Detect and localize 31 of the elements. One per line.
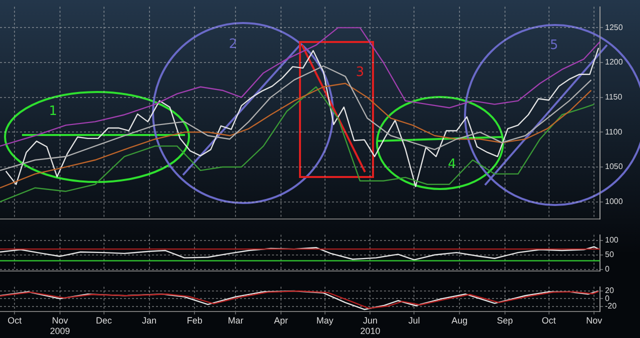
x-tick-label: Nov 2009 bbox=[50, 315, 70, 336]
annotation: 5 bbox=[550, 38, 558, 53]
x-tick-label: Nov bbox=[586, 315, 603, 326]
x-tick-label: Mar bbox=[228, 315, 244, 326]
x-tick-label: Apr bbox=[274, 315, 288, 326]
annotation: 2 bbox=[228, 37, 238, 52]
x-tick-label: Aug bbox=[452, 315, 468, 326]
x-tick-label: Jul bbox=[408, 315, 420, 326]
x-tick-label: Feb bbox=[186, 315, 202, 326]
y-tick-label: 1250 bbox=[605, 22, 624, 32]
x-tick-label: Jun 2010 bbox=[360, 315, 380, 336]
y-tick-label: 1200 bbox=[605, 58, 624, 67]
y-tick-label: -20 bbox=[605, 302, 618, 311]
x-tick-label: May bbox=[316, 315, 334, 326]
y-tick-label: 50 bbox=[605, 250, 614, 260]
y-tick-label: 1100 bbox=[605, 127, 623, 136]
y-tick-label: 100 bbox=[605, 236, 619, 245]
annotation: 4 bbox=[448, 157, 456, 172]
y-tick-label: 0 bbox=[605, 264, 610, 274]
annotation: 3 bbox=[356, 65, 364, 80]
y-tick-label: 1000 bbox=[605, 196, 624, 206]
y-tick-label: 20 bbox=[605, 286, 614, 296]
x-tick-label: Dec bbox=[96, 315, 112, 326]
y-tick-label: 1050 bbox=[605, 162, 624, 172]
x-tick-label: Sep bbox=[496, 315, 513, 326]
x-tick-label: Oct bbox=[542, 315, 556, 326]
x-tick-label: Oct bbox=[8, 315, 22, 326]
y-tick-label: 0 bbox=[605, 294, 610, 303]
x-tick-label: Jan bbox=[142, 315, 157, 326]
y-tick-label: 1150 bbox=[605, 92, 623, 102]
annotation: 1 bbox=[48, 104, 58, 119]
